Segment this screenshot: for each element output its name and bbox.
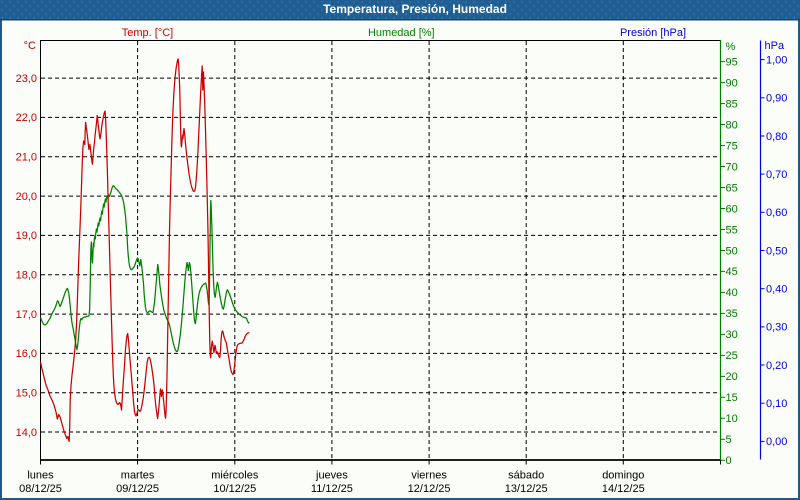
svg-text:60: 60: [726, 203, 738, 215]
svg-text:10/12/25: 10/12/25: [213, 483, 256, 495]
svg-text:%: %: [726, 41, 736, 53]
svg-text:21,0: 21,0: [16, 152, 37, 164]
svg-text:hPa: hPa: [765, 40, 785, 52]
svg-text:domingo: domingo: [602, 470, 644, 482]
svg-text:15: 15: [726, 392, 738, 404]
svg-text:Presión [hPa]: Presión [hPa]: [620, 27, 686, 39]
svg-text:16,0: 16,0: [16, 348, 37, 360]
svg-text:Humedad [%]: Humedad [%]: [368, 27, 435, 39]
svg-text:0,90: 0,90: [766, 93, 787, 105]
svg-text:75: 75: [726, 140, 738, 152]
svg-text:lunes: lunes: [27, 470, 54, 482]
svg-text:22,0: 22,0: [16, 112, 37, 124]
svg-text:19,0: 19,0: [16, 230, 37, 242]
svg-text:0,40: 0,40: [766, 284, 787, 296]
svg-text:0,10: 0,10: [766, 398, 787, 410]
svg-text:55: 55: [726, 224, 738, 236]
svg-text:viernes: viernes: [411, 470, 447, 482]
svg-text:5: 5: [726, 434, 732, 446]
svg-text:35: 35: [726, 308, 738, 320]
svg-text:0,30: 0,30: [766, 322, 787, 334]
svg-text:45: 45: [726, 266, 738, 278]
svg-text:0,60: 0,60: [766, 207, 787, 219]
svg-text:0,00: 0,00: [766, 436, 787, 448]
svg-text:0,50: 0,50: [766, 245, 787, 257]
svg-text:30: 30: [726, 329, 738, 341]
svg-text:sábado: sábado: [508, 470, 544, 482]
svg-text:20,0: 20,0: [16, 191, 37, 203]
svg-text:14/12/25: 14/12/25: [602, 483, 645, 495]
svg-text:°C: °C: [24, 40, 36, 52]
svg-text:40: 40: [726, 287, 738, 299]
svg-text:0: 0: [726, 455, 732, 467]
svg-text:11/12/25: 11/12/25: [311, 483, 353, 495]
svg-text:09/12/25: 09/12/25: [116, 483, 159, 495]
svg-text:12/12/25: 12/12/25: [408, 483, 451, 495]
svg-text:80: 80: [726, 119, 738, 131]
svg-text:1,00: 1,00: [766, 54, 787, 66]
svg-text:0,80: 0,80: [766, 131, 787, 143]
svg-text:95: 95: [726, 56, 738, 68]
svg-text:Temp. [°C]: Temp. [°C]: [122, 27, 173, 39]
svg-text:17,0: 17,0: [16, 309, 37, 321]
svg-text:25: 25: [726, 350, 738, 362]
svg-text:13/12/25: 13/12/25: [505, 483, 548, 495]
svg-text:50: 50: [726, 245, 738, 257]
svg-text:miércoles: miércoles: [211, 470, 259, 482]
svg-text:85: 85: [726, 98, 738, 110]
svg-text:Temperatura, Presión, Humedad: Temperatura, Presión, Humedad: [323, 2, 507, 16]
svg-text:65: 65: [726, 182, 738, 194]
svg-text:14,0: 14,0: [16, 427, 37, 439]
svg-text:18,0: 18,0: [16, 270, 37, 282]
svg-text:90: 90: [726, 77, 738, 89]
svg-text:jueves: jueves: [315, 470, 348, 482]
svg-text:20: 20: [726, 371, 738, 383]
svg-text:10: 10: [726, 413, 738, 425]
svg-text:70: 70: [726, 161, 738, 173]
svg-text:15,0: 15,0: [16, 388, 37, 400]
svg-text:23,0: 23,0: [16, 73, 37, 85]
svg-text:0,70: 0,70: [766, 169, 787, 181]
svg-text:0,20: 0,20: [766, 360, 787, 372]
svg-text:martes: martes: [121, 470, 155, 482]
svg-text:08/12/25: 08/12/25: [19, 483, 62, 495]
